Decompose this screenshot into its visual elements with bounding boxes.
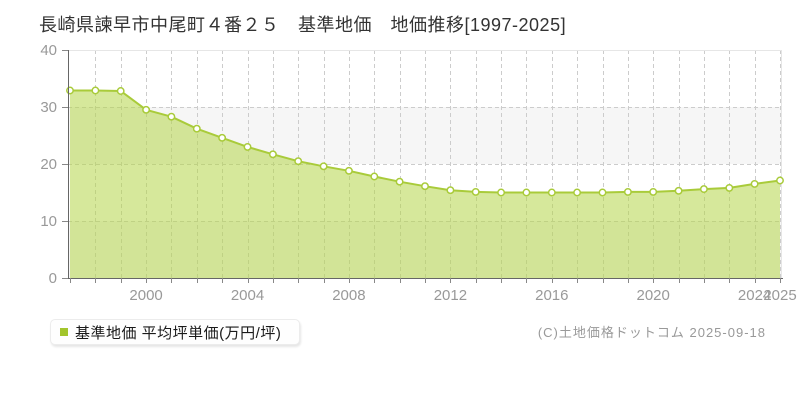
copyright-note: (C)土地価格ドットコム 2025-09-18 [537,325,766,340]
tick-marks [62,50,781,283]
legend-label: 基準地価 平均坪単価(万円/坪) [75,324,282,342]
svg-text:2016: 2016 [535,287,568,304]
svg-text:2020: 2020 [637,287,670,304]
svg-text:2024: 2024 [738,287,771,304]
chart-title: 長崎県諫早市中尾町４番２５ 基準地価 地価推移[1997-2025] [39,15,567,35]
svg-text:2004: 2004 [231,287,264,304]
svg-text:2025: 2025 [763,287,796,304]
legend: 基準地価 平均坪単価(万円/坪) [50,319,300,345]
svg-text:2008: 2008 [332,287,365,304]
legend-swatch-icon [60,328,68,336]
svg-text:20: 20 [40,156,57,173]
svg-text:40: 40 [40,42,57,59]
svg-text:2000: 2000 [129,287,162,304]
data-point-markers [66,86,784,197]
plot-frame [68,50,782,278]
svg-text:10: 10 [40,213,57,230]
area-fill [70,90,780,278]
svg-text:0: 0 [49,270,57,287]
svg-text:2012: 2012 [434,287,467,304]
y-axis-labels: 0 10 20 30 40 [40,42,57,287]
svg-text:30: 30 [40,99,57,116]
